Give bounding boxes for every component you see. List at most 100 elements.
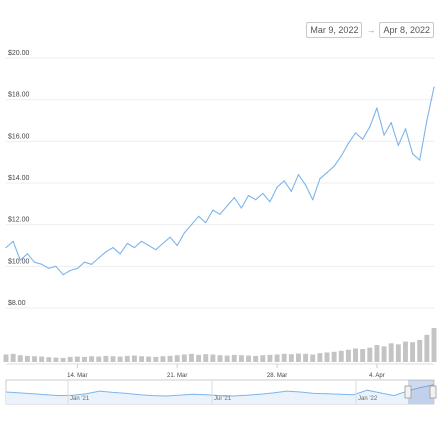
data-point — [376, 107, 378, 109]
data-point — [176, 244, 178, 247]
data-point — [269, 201, 271, 203]
date-range-selector: Mar 9, 2022 → Apr 8, 2022 — [306, 22, 434, 38]
data-point — [412, 153, 414, 155]
volume-bar — [403, 341, 408, 362]
data-point — [91, 263, 93, 265]
range-end-input[interactable]: Apr 8, 2022 — [379, 22, 434, 38]
data-point — [340, 155, 342, 157]
y-tick-label: $8.00 — [8, 300, 26, 307]
volume-bar — [153, 356, 159, 362]
volume-bar — [32, 356, 37, 362]
volume-bar — [217, 355, 223, 362]
volume-bar — [310, 354, 316, 362]
data-point — [219, 213, 221, 215]
volume-bar — [267, 354, 273, 362]
data-point — [362, 138, 364, 140]
volume-bar — [60, 357, 66, 362]
volume-bar — [353, 348, 358, 362]
x-tick-label: 14. Mar — [67, 373, 87, 379]
volume-bar — [246, 355, 251, 362]
data-point — [190, 224, 193, 226]
volume-bar — [210, 354, 216, 362]
data-point — [276, 186, 278, 188]
data-point — [26, 253, 28, 255]
data-point — [48, 267, 50, 270]
volume-bar — [96, 356, 102, 362]
volume-bar — [39, 356, 45, 362]
y-tick-label: $10.00 — [8, 258, 30, 265]
navigator-area — [6, 384, 434, 404]
volume-bar — [203, 354, 209, 362]
data-point — [297, 174, 300, 176]
volume-bar — [189, 353, 194, 362]
data-point — [255, 199, 257, 201]
x-axis: 14. Mar 21. Mar 28. Mar 4. Apr — [6, 363, 434, 379]
data-point — [155, 249, 157, 251]
data-point — [433, 86, 435, 88]
data-point — [312, 199, 314, 201]
volume-bar — [74, 356, 80, 362]
data-point — [262, 192, 264, 195]
volume-bar — [231, 354, 237, 362]
volume-bar — [224, 355, 230, 362]
y-axis: $20.00 $18.00 $16.00 $14.00 $12.00 $10.00 $8.0… — [8, 50, 30, 307]
volume-bar — [46, 357, 52, 362]
y-tick-label: $16.00 — [8, 133, 30, 140]
data-point — [5, 246, 7, 249]
data-point — [62, 274, 64, 276]
volume-bar — [253, 355, 259, 362]
volume-bar — [131, 355, 137, 362]
y-tick-label: $20.00 — [8, 50, 30, 57]
navigator-handle[interactable] — [404, 385, 412, 399]
volume-bar — [424, 334, 430, 362]
volume-bar — [53, 357, 59, 362]
y-tick-label: $12.00 — [8, 217, 30, 224]
data-point — [212, 209, 214, 211]
data-point — [426, 119, 428, 122]
data-point — [419, 159, 421, 161]
data-point — [169, 236, 171, 238]
navigator-label: Jul '21 — [214, 396, 232, 402]
volume-bar — [174, 355, 180, 362]
volume-bar — [431, 328, 437, 362]
volume-bar — [103, 355, 109, 362]
data-point — [41, 263, 43, 265]
volume-bar — [260, 355, 266, 362]
volume-bar — [338, 350, 344, 362]
x-tick-label: 28. Mar — [267, 373, 287, 379]
volume-bar — [296, 353, 301, 362]
data-point — [140, 240, 143, 242]
volume-bar — [10, 353, 16, 362]
volume-bar — [303, 353, 309, 362]
data-point — [133, 246, 135, 249]
volume-bars — [3, 328, 437, 362]
data-point — [205, 221, 207, 224]
volume-bar — [395, 344, 401, 362]
navigator-handle[interactable] — [429, 385, 437, 399]
volume-bar — [367, 347, 373, 362]
data-point — [290, 190, 292, 192]
volume-bar — [89, 356, 95, 362]
volume-bar — [117, 356, 123, 362]
data-point — [76, 267, 78, 270]
data-point — [390, 121, 392, 124]
data-point — [148, 244, 150, 247]
volume-bar — [139, 356, 144, 362]
volume-bar — [110, 356, 116, 362]
range-arrow-icon: → — [366, 25, 376, 35]
navigator-label: Jan '21 — [70, 396, 90, 402]
navigator-line — [5, 384, 435, 397]
price-line — [5, 87, 435, 276]
volume-bar — [238, 355, 244, 362]
range-start-input[interactable]: Mar 9, 2022 — [306, 22, 363, 38]
data-point — [198, 215, 200, 217]
data-point — [305, 184, 307, 186]
data-point — [83, 261, 86, 263]
y-tick-label: $14.00 — [8, 175, 30, 182]
volume-bar — [160, 356, 166, 362]
data-point — [119, 253, 121, 255]
volume-bar — [146, 356, 152, 362]
data-point — [247, 194, 250, 197]
navigator[interactable]: Jan '21 Jul '21 Jan '22 — [5, 379, 437, 405]
